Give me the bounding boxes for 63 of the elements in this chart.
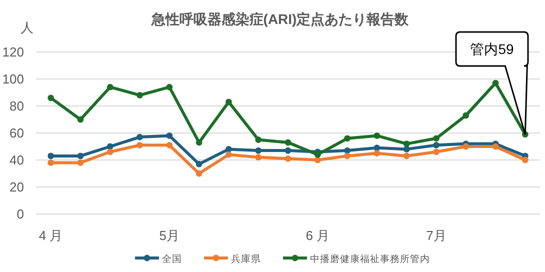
annotation: 管内59	[470, 41, 514, 57]
point	[136, 142, 143, 148]
y-tick-label: 120	[2, 44, 24, 60]
point	[196, 160, 202, 168]
x-tick-label: 4 月	[38, 228, 63, 243]
point	[462, 143, 470, 150]
legend-label: 兵庫県	[231, 253, 261, 265]
point	[492, 143, 499, 150]
y-tick-label: 40	[10, 152, 24, 168]
point	[77, 116, 84, 123]
point	[48, 152, 54, 160]
y-tick-label: 0	[16, 206, 24, 222]
point	[136, 134, 143, 140]
chart-title: 急性呼吸器感染症(ARI)定点あたり報告数	[150, 11, 410, 27]
point	[374, 144, 380, 152]
point	[48, 94, 54, 102]
point	[196, 170, 202, 177]
point	[374, 150, 380, 156]
point	[403, 146, 410, 152]
y-tick-label: 60	[10, 126, 24, 140]
point	[226, 146, 232, 152]
point	[403, 152, 410, 160]
y-tick-label: 80	[10, 98, 24, 114]
point	[344, 135, 350, 142]
point	[136, 92, 143, 98]
point	[433, 135, 440, 142]
point	[492, 80, 499, 86]
legend-label: 全国	[162, 253, 182, 265]
point	[403, 140, 410, 147]
point	[255, 147, 262, 154]
point	[314, 151, 321, 158]
point	[77, 160, 84, 166]
point	[106, 143, 114, 150]
point	[166, 132, 173, 139]
point	[462, 112, 470, 119]
point	[77, 152, 84, 160]
point	[166, 84, 173, 90]
point	[166, 142, 173, 148]
point	[314, 156, 321, 164]
point	[433, 142, 440, 148]
point	[522, 156, 528, 164]
point	[344, 147, 350, 154]
point	[255, 154, 262, 160]
point	[255, 136, 262, 143]
point	[284, 155, 292, 162]
x-tick-label: 6 月	[306, 228, 330, 243]
y-axis-title: 人	[20, 20, 34, 35]
legend-label: 中播磨健康福祉事務所管内	[310, 253, 430, 265]
y-tick-label: 100	[2, 72, 24, 86]
point	[374, 132, 380, 139]
x-tick-label: 7月	[426, 228, 446, 243]
point	[48, 160, 54, 166]
y-tick-label: 20	[10, 180, 24, 194]
x-tick-label: 5月	[159, 228, 180, 243]
point	[106, 148, 114, 156]
point	[433, 148, 440, 156]
point	[284, 139, 292, 146]
point	[284, 147, 292, 154]
point	[196, 139, 202, 146]
point	[344, 152, 350, 160]
point	[106, 84, 114, 90]
point	[226, 98, 232, 106]
point	[226, 151, 232, 158]
